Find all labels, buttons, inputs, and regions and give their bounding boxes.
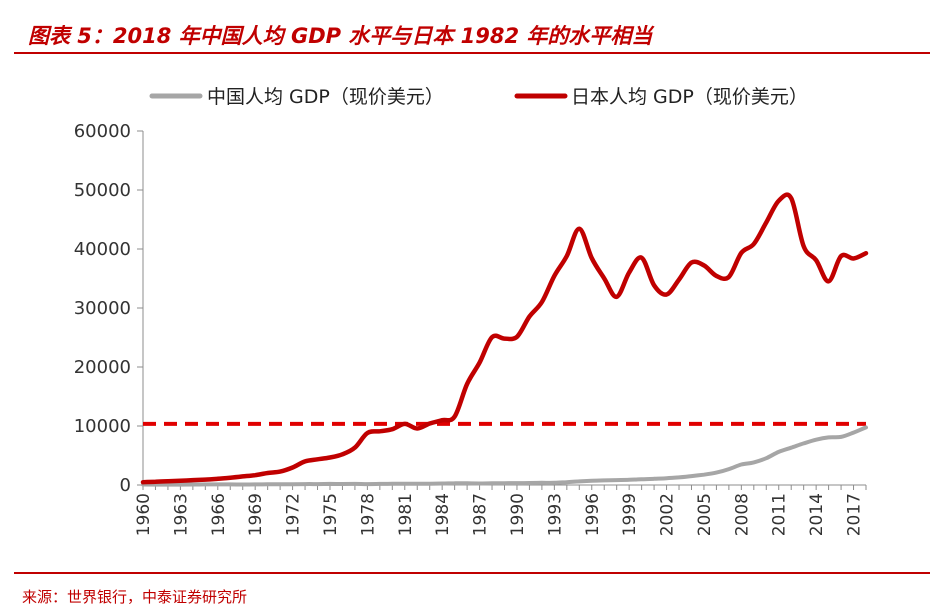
x-tick-label: 1996 — [583, 493, 603, 536]
y-tick-label: 20000 — [74, 357, 131, 378]
figure-title: 图表 5：2018 年中国人均 GDP 水平与日本 1982 年的水平相当 — [28, 24, 653, 48]
x-tick-label: 1981 — [396, 493, 416, 536]
x-tick-label: 1987 — [471, 493, 491, 536]
legend-japan-label: 日本人均 GDP（现价美元） — [571, 86, 808, 108]
x-tick-label: 2017 — [845, 493, 865, 536]
y-tick-label: 10000 — [74, 416, 131, 437]
x-tick-label: 1969 — [246, 493, 266, 536]
legend-china-label: 中国人均 GDP（现价美元） — [207, 86, 444, 108]
x-tick-label: 2011 — [770, 493, 790, 536]
x-tick-label: 1975 — [321, 493, 341, 536]
y-tick-label: 0 — [120, 475, 131, 496]
x-tick-label: 1963 — [171, 493, 191, 536]
x-tick-label: 1984 — [433, 493, 453, 536]
x-tick-label: 1972 — [284, 493, 304, 536]
china-gdp-line — [141, 425, 868, 487]
chart: 中国人均 GDP（现价美元） 日本人均 GDP（现价美元） 0 10000 2000… — [74, 86, 869, 536]
y-tick-label: 60000 — [74, 121, 131, 142]
x-tick-label: 1999 — [620, 493, 640, 536]
y-tick-label: 50000 — [74, 180, 131, 201]
x-tick-label: 1960 — [134, 493, 154, 536]
x-tick-label: 1966 — [209, 493, 229, 536]
source-note: 来源：世界银行，中泰证券研究所 — [22, 588, 248, 606]
x-tick-label: 2002 — [658, 493, 678, 536]
x-tick-label: 2014 — [807, 493, 827, 536]
y-tick-label: 30000 — [74, 298, 131, 319]
x-tick-label: 1990 — [508, 493, 528, 536]
x-tick-label: 1993 — [545, 493, 565, 536]
y-tick-label: 40000 — [74, 239, 131, 260]
title-rule — [14, 52, 930, 54]
plot-area: 0 10000 20000 30000 40000 50000 60000 1960 1963 1… — [74, 121, 869, 536]
x-tick-label: 1978 — [358, 493, 378, 536]
japan-gdp-line — [140, 192, 869, 485]
x-tick-label: 2005 — [695, 493, 715, 536]
x-tick-label: 2008 — [732, 493, 752, 536]
legend: 中国人均 GDP（现价美元） 日本人均 GDP（现价美元） — [149, 86, 808, 108]
footer-rule — [14, 572, 930, 574]
